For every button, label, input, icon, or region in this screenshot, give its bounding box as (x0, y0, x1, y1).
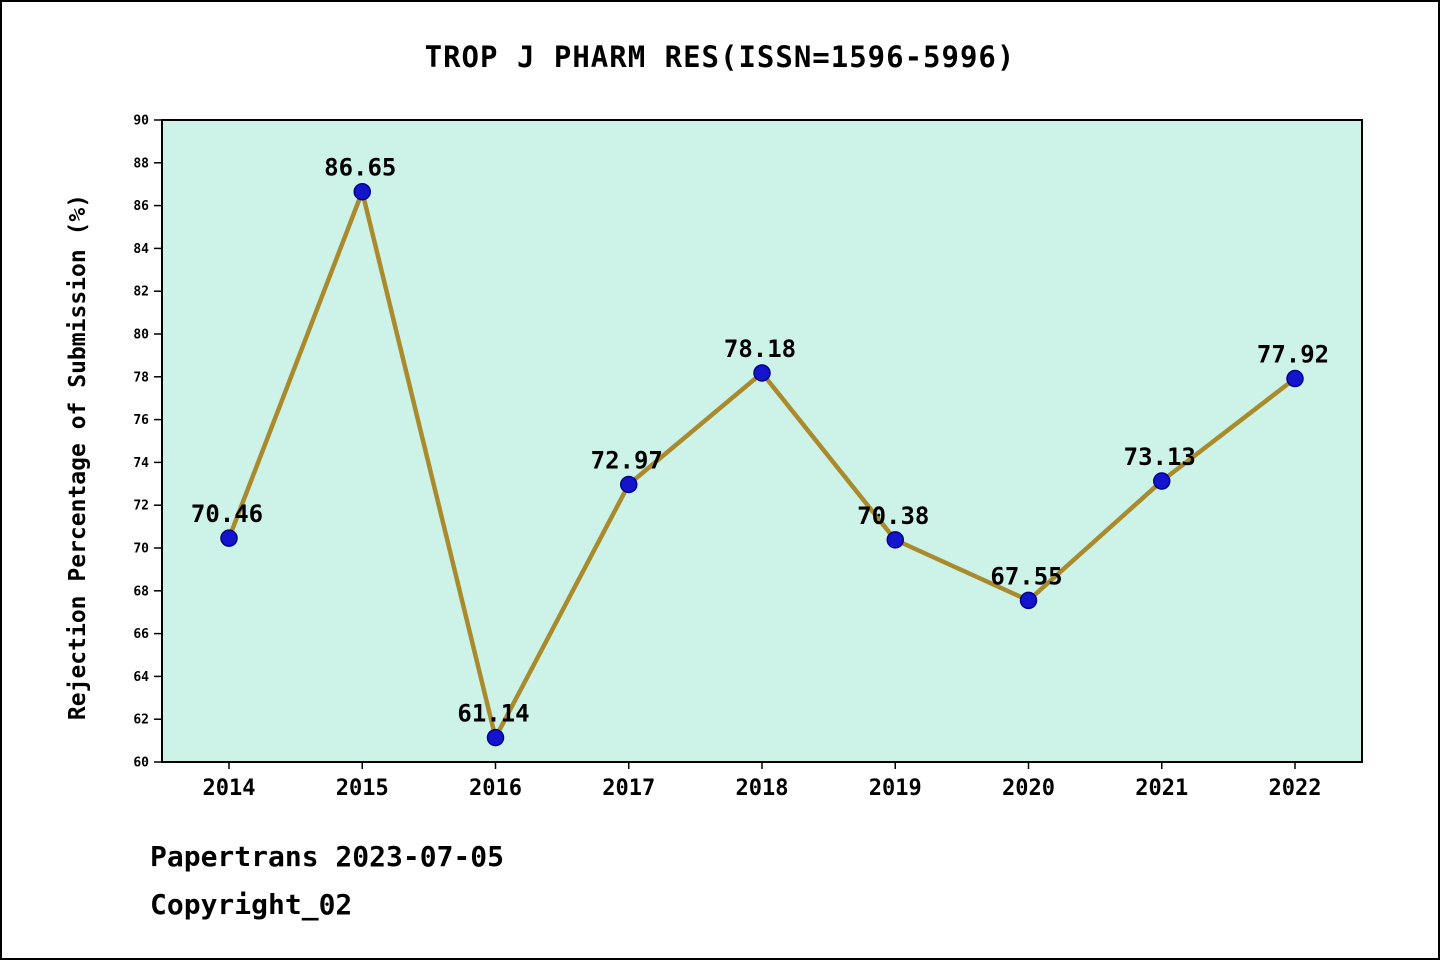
y-tick-label: 76 (133, 413, 149, 428)
x-tick-label: 2022 (1269, 776, 1322, 801)
x-tick-label: 2021 (1135, 776, 1188, 801)
data-point-label: 67.55 (990, 562, 1062, 590)
y-tick-label: 72 (133, 499, 149, 514)
x-tick-label: 2014 (203, 776, 256, 801)
data-point (1286, 369, 1304, 388)
y-tick-label: 80 (133, 328, 149, 343)
y-tick-label: 62 (133, 713, 149, 728)
y-tick-label: 70 (133, 542, 149, 557)
y-tick-label: 82 (133, 285, 149, 300)
data-point (486, 728, 505, 747)
y-tick-label: 84 (133, 242, 149, 257)
x-tick-label: 2019 (869, 776, 922, 801)
data-point-label: 78.18 (724, 335, 796, 363)
x-tick-label: 2018 (736, 776, 789, 801)
y-tick-label: 86 (133, 199, 149, 214)
x-tick-label: 2020 (1002, 776, 1055, 801)
y-tick-label: 68 (133, 584, 149, 599)
data-point-label: 72.97 (591, 446, 663, 474)
y-tick-label: 66 (133, 627, 149, 642)
y-tick-label: 90 (133, 114, 149, 129)
y-tick-label: 64 (133, 670, 149, 685)
plot-area (161, 119, 1363, 763)
chart-title: TROP J PHARM RES(ISSN=1596-5996) (424, 40, 1016, 74)
data-point (1153, 472, 1171, 490)
data-point-label: 61.14 (457, 700, 529, 728)
data-point-label: 77.92 (1257, 341, 1329, 369)
data-point (620, 475, 638, 494)
x-tick-label: 2015 (336, 776, 389, 801)
footer-copyright: Copyright_02 (150, 888, 353, 921)
x-tick-label: 2017 (602, 776, 655, 801)
y-tick-label: 60 (133, 756, 149, 771)
data-point (220, 529, 238, 547)
data-point (353, 182, 371, 201)
footer-papertrans-date: Papertrans 2023-07-05 (150, 840, 505, 873)
data-point (1019, 591, 1038, 610)
y-tick-label: 88 (133, 156, 149, 171)
data-point (753, 364, 771, 382)
data-point-label: 70.46 (191, 500, 263, 528)
data-point-label: 70.38 (857, 502, 929, 530)
data-point-label: 73.13 (1124, 443, 1196, 471)
data-point-label: 86.65 (324, 154, 396, 182)
y-tick-label: 74 (133, 456, 149, 471)
y-tick-label: 78 (133, 370, 149, 385)
x-tick-label: 2016 (469, 776, 522, 801)
data-point (886, 531, 904, 549)
